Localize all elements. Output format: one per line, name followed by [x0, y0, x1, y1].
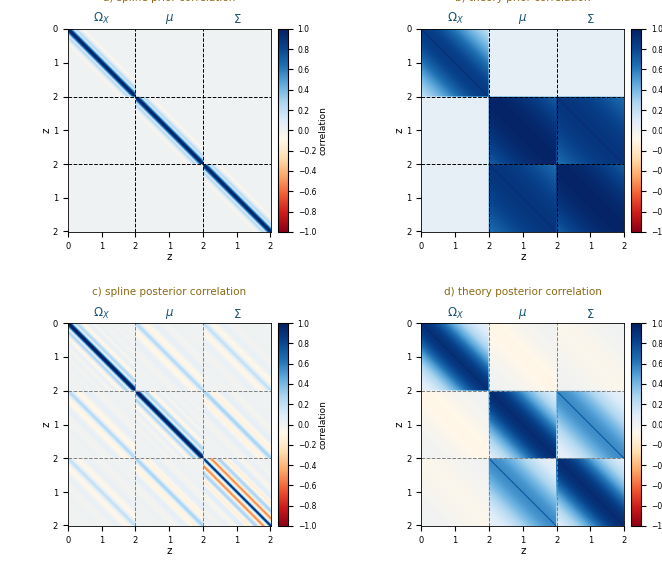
X-axis label: z: z [520, 546, 526, 556]
Y-axis label: z: z [42, 422, 52, 427]
Text: $\Sigma$: $\Sigma$ [232, 307, 241, 321]
Text: $\mu$: $\mu$ [518, 307, 528, 321]
Text: $\mu$: $\mu$ [518, 13, 528, 27]
Text: $\mu$: $\mu$ [165, 13, 174, 27]
Text: $\Sigma$: $\Sigma$ [586, 13, 594, 27]
X-axis label: z: z [520, 252, 526, 262]
X-axis label: z: z [167, 546, 172, 556]
Title: b) theory prior correlation: b) theory prior correlation [455, 0, 591, 3]
Y-axis label: z: z [42, 128, 52, 133]
Text: $\Omega_X$: $\Omega_X$ [447, 306, 463, 321]
Text: $\Sigma$: $\Sigma$ [232, 13, 241, 27]
Text: $\mu$: $\mu$ [165, 307, 174, 321]
Text: $\Omega_X$: $\Omega_X$ [93, 306, 110, 321]
Title: a) spline prior correlation: a) spline prior correlation [103, 0, 236, 3]
Title: d) theory posterior correlation: d) theory posterior correlation [444, 287, 602, 297]
Title: c) spline posterior correlation: c) spline posterior correlation [92, 287, 246, 297]
Y-axis label: correlation: correlation [319, 400, 328, 449]
Y-axis label: correlation: correlation [319, 106, 328, 155]
Text: $\Sigma$: $\Sigma$ [586, 307, 594, 321]
X-axis label: z: z [167, 252, 172, 262]
Text: $\Omega_X$: $\Omega_X$ [447, 12, 463, 27]
Y-axis label: z: z [395, 128, 405, 133]
Y-axis label: z: z [395, 422, 405, 427]
Text: $\Omega_X$: $\Omega_X$ [93, 12, 110, 27]
